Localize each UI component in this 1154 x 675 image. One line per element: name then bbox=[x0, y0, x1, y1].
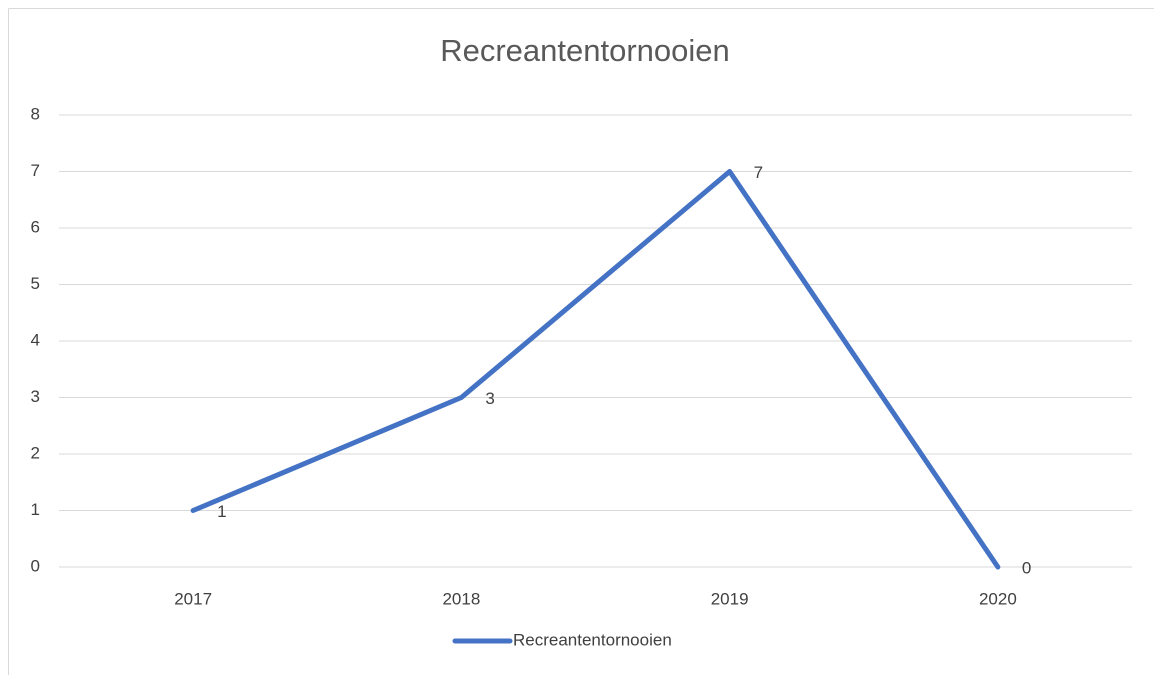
x-tick-label: 2017 bbox=[174, 589, 212, 608]
series-line bbox=[190, 169, 1001, 570]
y-tick-label: 2 bbox=[31, 443, 40, 462]
legend-label: Recreantentornooien bbox=[513, 630, 672, 649]
chart-title: Recreantentornooien bbox=[440, 33, 730, 68]
data-label: 7 bbox=[754, 163, 763, 182]
x-tick-label: 2019 bbox=[711, 589, 749, 608]
y-tick-label: 0 bbox=[31, 556, 40, 575]
y-tick-label: 7 bbox=[31, 161, 40, 180]
y-tick-label: 8 bbox=[31, 104, 40, 123]
data-label: 1 bbox=[217, 502, 226, 521]
data-label: 3 bbox=[485, 389, 494, 408]
y-tick-label: 4 bbox=[31, 330, 40, 349]
y-tick-label: 3 bbox=[31, 387, 40, 406]
x-tick-label: 2020 bbox=[979, 589, 1017, 608]
y-tick-label: 1 bbox=[31, 500, 40, 519]
x-tick-label: 2018 bbox=[442, 589, 480, 608]
y-tick-label: 6 bbox=[31, 217, 40, 236]
data-label: 0 bbox=[1022, 558, 1031, 577]
y-tick-label: 5 bbox=[31, 274, 40, 293]
